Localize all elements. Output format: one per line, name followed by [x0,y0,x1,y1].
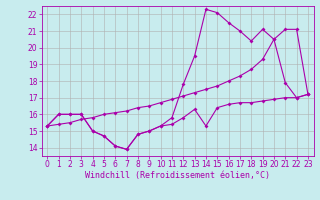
X-axis label: Windchill (Refroidissement éolien,°C): Windchill (Refroidissement éolien,°C) [85,171,270,180]
